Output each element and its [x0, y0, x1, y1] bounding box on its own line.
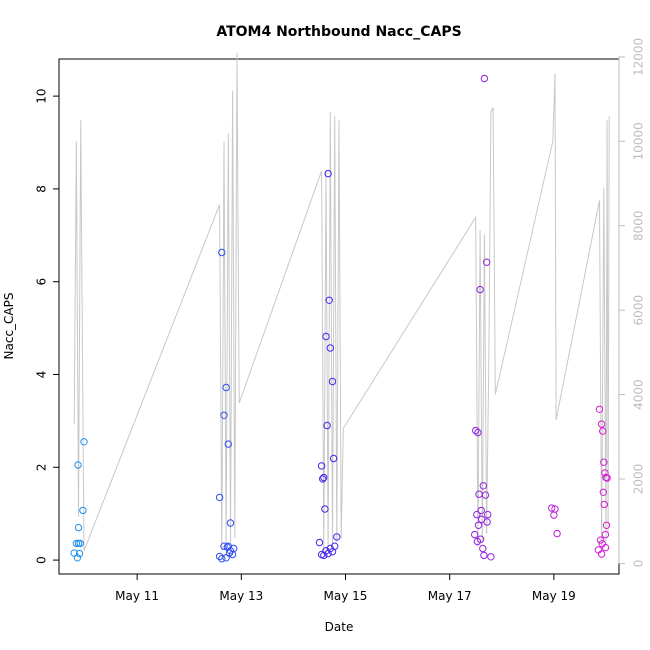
data-point — [75, 549, 84, 558]
x-tick-label: May 15 — [324, 589, 368, 603]
data-point — [473, 510, 481, 519]
y-right-tick-label: 2000 — [632, 464, 646, 495]
data-point — [471, 530, 479, 539]
data-point — [474, 428, 482, 437]
line-series — [73, 52, 610, 556]
data-point — [315, 538, 324, 547]
data-point — [481, 491, 490, 499]
data-point — [317, 462, 326, 470]
y-right-tick-label: 12000 — [632, 38, 646, 76]
data-point — [603, 474, 611, 482]
data-point — [321, 505, 329, 513]
point-series — [70, 74, 611, 563]
y-right-tick-label: 4000 — [632, 379, 646, 410]
y-right-tick-label: 10000 — [632, 122, 646, 160]
x-tick-label: May 11 — [115, 589, 159, 603]
data-point — [225, 549, 234, 557]
data-point — [479, 482, 487, 490]
data-point — [72, 539, 81, 548]
data-point — [480, 74, 489, 83]
data-point — [323, 421, 331, 430]
data-point — [602, 521, 611, 529]
data-point — [325, 296, 333, 304]
data-point — [601, 543, 610, 552]
data-point — [487, 553, 495, 561]
data-point — [595, 405, 604, 413]
data-point — [215, 493, 224, 502]
y-axis-label: Nacc_CAPS — [2, 293, 16, 360]
data-point — [331, 542, 339, 550]
x-tick-label: May 17 — [428, 589, 472, 603]
data-point — [320, 551, 328, 560]
data-point — [594, 546, 603, 554]
x-axis-label: Date — [325, 620, 354, 634]
data-point — [218, 555, 226, 563]
data-point — [596, 536, 605, 544]
x-tick-label: May 19 — [532, 589, 576, 603]
data-point — [319, 475, 327, 483]
data-point — [218, 248, 226, 257]
y-left-tick-label: 10 — [35, 88, 49, 103]
y-right-tick-label: 6000 — [632, 295, 646, 326]
data-point — [483, 518, 491, 526]
data-point — [329, 454, 338, 463]
data-point — [322, 332, 330, 341]
data-point — [74, 461, 82, 469]
data-point — [482, 258, 491, 266]
y-left-tick-label: 4 — [35, 371, 49, 379]
data-point — [548, 504, 556, 512]
data-point — [600, 458, 608, 466]
data-point — [320, 473, 328, 482]
data-point — [484, 510, 492, 519]
data-point — [598, 540, 606, 548]
data-point — [597, 550, 606, 558]
data-point — [553, 529, 561, 538]
data-point — [222, 383, 230, 392]
data-point — [599, 488, 607, 496]
data-point — [224, 440, 233, 448]
y-left-tick-label: 8 — [35, 185, 49, 193]
data-point — [474, 521, 483, 529]
data-point — [76, 539, 84, 548]
data-point — [472, 426, 480, 435]
data-point — [79, 506, 87, 515]
data-point — [473, 537, 482, 546]
data-point — [601, 530, 610, 539]
y-right-axis: 0 2000 4000 6000 8000 10000 12000 — [618, 38, 646, 568]
y-left-axis: 0 2 4 6 8 10 — [35, 88, 59, 564]
data-point — [597, 420, 606, 428]
data-point — [226, 519, 235, 527]
data-point — [477, 506, 485, 515]
x-tick-label: May 13 — [219, 589, 263, 603]
data-point — [479, 544, 487, 553]
data-point — [220, 411, 228, 419]
data-point — [326, 344, 334, 352]
data-point — [74, 523, 83, 532]
chart-title: ATOM4 Northbound Nacc_CAPS — [216, 24, 461, 40]
data-point — [328, 377, 337, 386]
line-series-path — [73, 52, 610, 556]
data-point — [600, 500, 608, 509]
data-point — [599, 427, 607, 435]
data-point — [475, 490, 483, 498]
data-point — [480, 551, 488, 560]
x-axis: May 11 May 13 May 15 May 17 May 19 — [115, 574, 576, 603]
data-point — [324, 169, 332, 178]
y-left-tick-label: 2 — [35, 463, 49, 471]
y-right-tick-label: 8000 — [632, 210, 646, 241]
data-point — [80, 438, 88, 446]
y-left-tick-label: 0 — [35, 556, 49, 564]
data-point — [73, 554, 82, 562]
data-point — [333, 533, 341, 541]
data-point — [476, 285, 484, 294]
data-point — [550, 511, 558, 519]
y-right-tick-label: 0 — [632, 560, 646, 568]
data-point — [220, 542, 228, 550]
data-point — [222, 554, 230, 562]
y-left-tick-label: 6 — [35, 278, 49, 286]
